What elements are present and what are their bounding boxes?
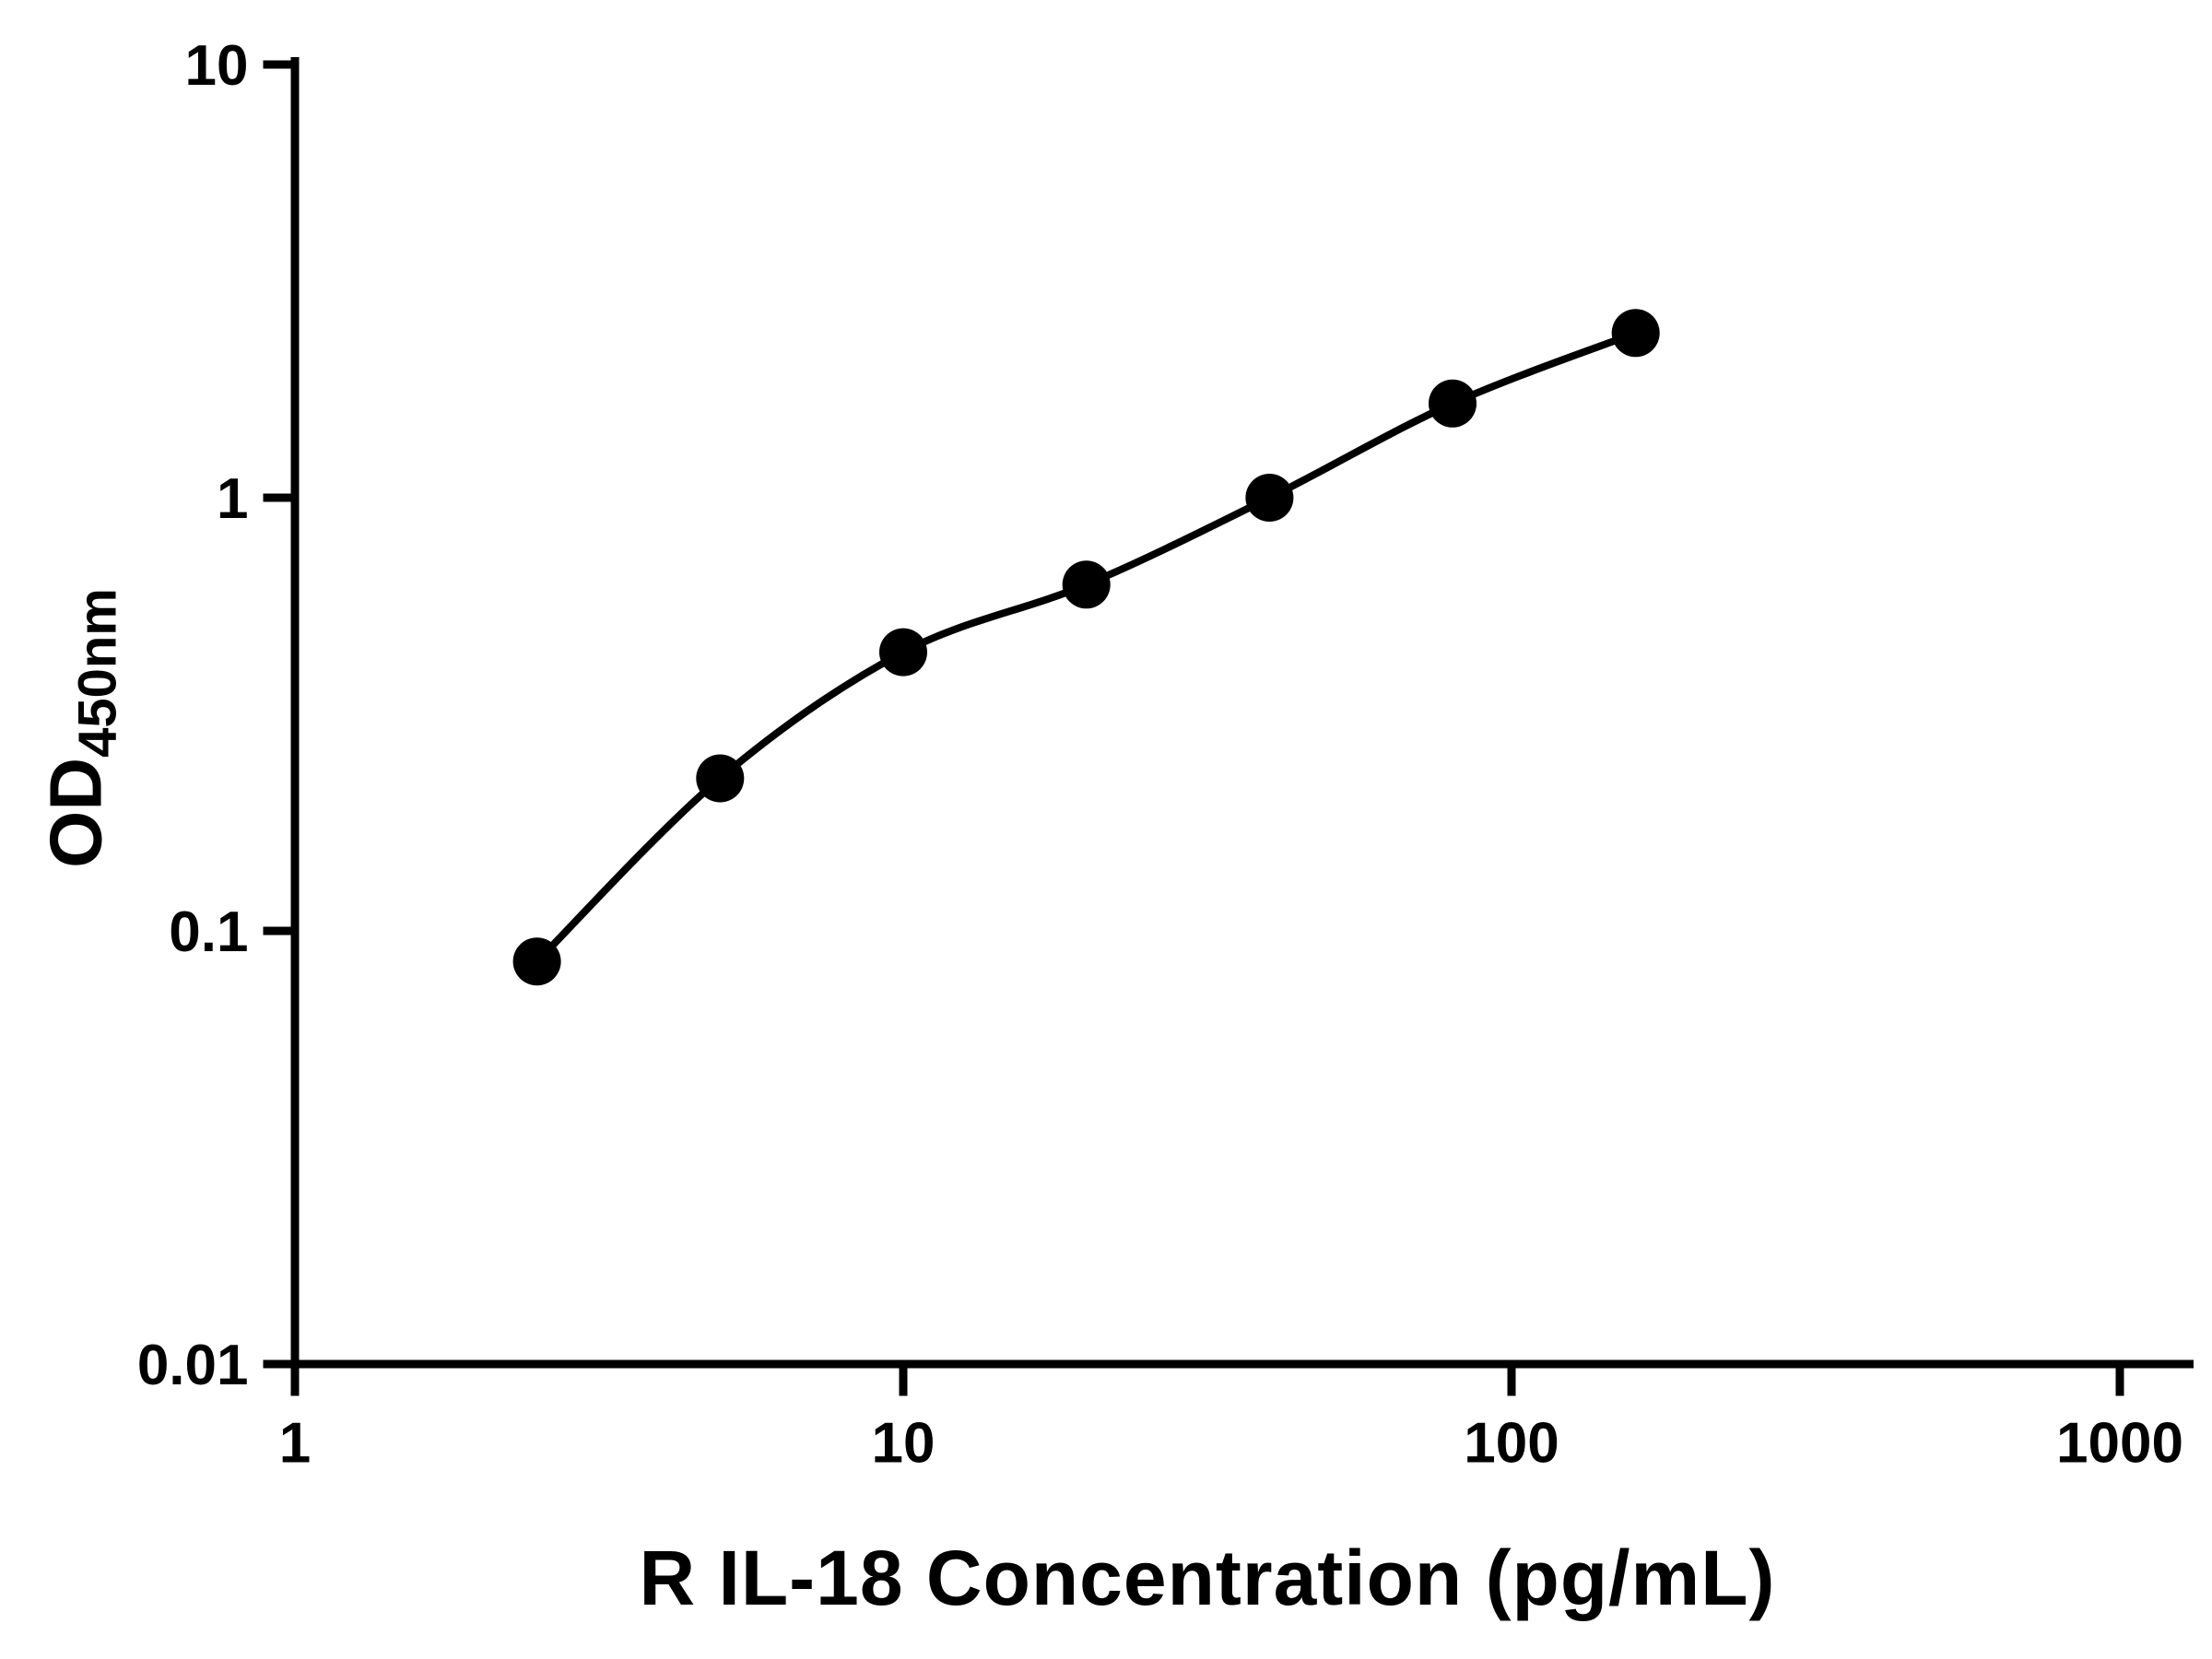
y-tick-label: 0.1 [169,900,248,964]
data-point [696,754,745,803]
data-point [1611,309,1660,358]
x-axis-title: R IL-18 Concentration (pg/mL) [639,1535,1776,1621]
y-axis-title: OD450nm [34,588,129,868]
data-point [512,937,561,986]
standard-curve-line [533,329,1640,966]
data-point [879,628,927,677]
data-point [1429,379,1477,428]
y-tick-label: 0.01 [137,1334,249,1397]
x-tick-label: 100 [1464,1412,1559,1476]
y-tick-label: 10 [185,34,249,98]
y-tick-label: 1 [217,467,248,531]
x-tick-label: 1000 [2056,1412,2183,1476]
x-tick-label: 1 [279,1412,311,1476]
x-tick-label: 10 [872,1412,935,1476]
y-axis-title-subscript: 450nm [67,588,128,758]
data-point [1245,474,1294,522]
data-point [1062,560,1111,609]
y-axis-title-main: OD [34,757,117,868]
